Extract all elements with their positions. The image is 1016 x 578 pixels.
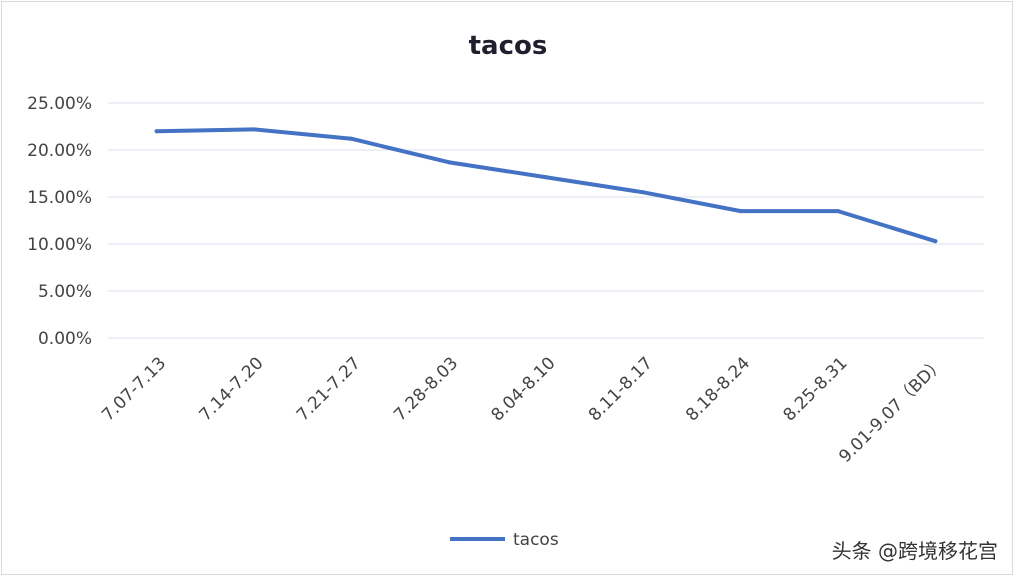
- x-tick-label: 9.01-9.07（BD）: [835, 353, 949, 467]
- legend: tacos: [450, 530, 559, 550]
- x-axis: 7.07-7.13 7.14-7.20 7.21-7.27 7.28-8.03 8.04…: [98, 353, 949, 467]
- x-tick-label: 8.18-8.24: [682, 353, 754, 425]
- y-tick-label: 10.00%: [27, 235, 92, 255]
- y-tick-label: 20.00%: [27, 141, 92, 161]
- chart-title: tacos: [469, 31, 548, 61]
- x-tick-label: 7.07-7.13: [98, 353, 170, 425]
- x-tick-label: 7.21-7.27: [293, 353, 365, 425]
- data-point: [446, 160, 451, 165]
- x-tick-label: 8.04-8.10: [488, 353, 560, 425]
- legend-label-tacos: tacos: [513, 530, 559, 550]
- y-axis: 0.00% 5.00% 10.00% 15.00% 20.00% 25.00%: [27, 94, 92, 349]
- series-line-tacos: [154, 127, 938, 244]
- data-point: [252, 127, 256, 132]
- x-tick-label: 8.11-8.17: [585, 353, 657, 425]
- x-tick-label: 7.28-8.03: [390, 353, 462, 425]
- data-point: [641, 190, 646, 195]
- y-tick-label: 0.00%: [38, 329, 92, 349]
- y-tick-label: 25.00%: [27, 94, 92, 114]
- data-point: [933, 239, 938, 244]
- gridlines: [108, 102, 984, 339]
- data-point: [738, 209, 743, 214]
- y-tick-label: 15.00%: [27, 188, 92, 208]
- y-tick-label: 5.00%: [38, 282, 92, 302]
- data-point: [154, 129, 159, 134]
- watermark: 头条 @跨境移花宫: [831, 539, 998, 563]
- series-lines: [154, 127, 938, 244]
- data-point: [349, 136, 354, 141]
- data-point: [836, 209, 840, 214]
- data-point: [544, 175, 548, 180]
- x-tick-label: 7.14-7.20: [196, 353, 268, 425]
- x-tick-label: 8.25-8.31: [780, 353, 852, 425]
